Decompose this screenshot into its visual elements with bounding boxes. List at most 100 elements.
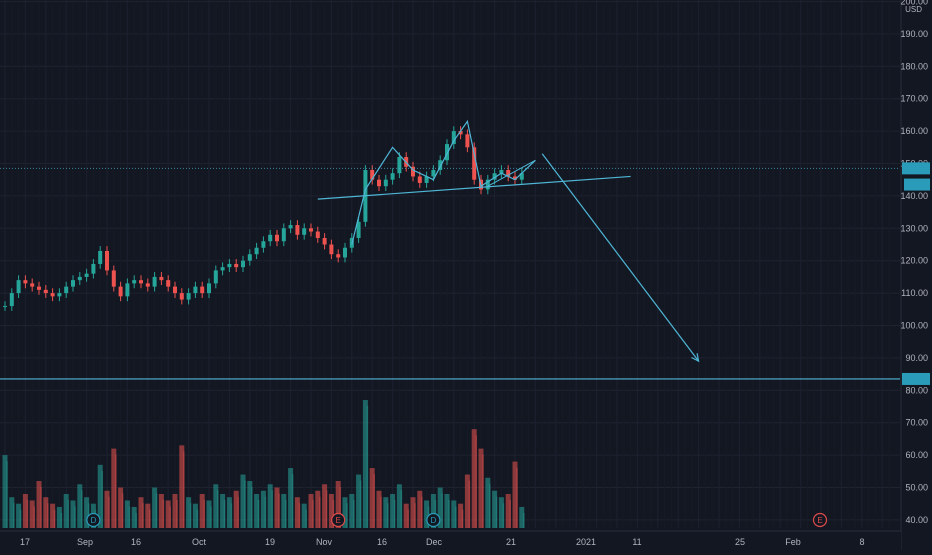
candle-body	[268, 234, 273, 242]
time-tick-label: Sep	[77, 537, 93, 547]
volume-bar	[36, 481, 42, 528]
candle-body	[132, 280, 137, 284]
volume-bar	[33, 506, 35, 528]
price-tick-label: 90.00	[905, 353, 928, 363]
volume-bar	[417, 490, 423, 528]
candle-body	[417, 176, 422, 183]
head-shoulders-zigzag	[351, 119, 536, 245]
event-marker-label: E	[336, 516, 341, 525]
volume-bars	[2, 400, 525, 528]
volume-bar	[461, 509, 464, 528]
volume-bar	[410, 497, 416, 528]
candle-body	[91, 263, 96, 274]
volume-bar	[104, 490, 110, 528]
drawing-layer[interactable]	[0, 119, 900, 380]
volume-bar	[220, 493, 226, 528]
volume-bar	[226, 497, 232, 528]
volume-bar	[298, 503, 301, 528]
candle-body	[193, 286, 198, 294]
volume-bar	[22, 493, 28, 528]
price-tick-label: 70.00	[905, 418, 928, 428]
volume-bar	[155, 493, 158, 528]
volume-bar	[115, 454, 117, 528]
time-tick-label: Oct	[192, 537, 207, 547]
volume-bar	[471, 429, 477, 528]
candle-body	[30, 283, 35, 287]
volume-bar	[403, 503, 409, 528]
time-axis-background	[0, 531, 901, 550]
volume-bar	[455, 506, 457, 528]
volume-bar	[458, 503, 464, 528]
volume-bar	[251, 487, 253, 528]
event-marker-label: D	[91, 516, 97, 525]
volume-bar	[383, 497, 389, 528]
volume-bar	[278, 493, 280, 528]
volume-bar	[260, 490, 266, 528]
volume-bar	[342, 497, 348, 528]
volume-bar	[77, 484, 83, 528]
candle-body	[485, 179, 490, 190]
price-tick-label: 140.00	[900, 191, 928, 201]
candle-body	[179, 293, 184, 300]
grid-lines	[0, 0, 900, 528]
price-tick-label: 190.00	[900, 29, 928, 39]
volume-bar	[60, 512, 63, 528]
event-marker-circle	[812, 512, 828, 528]
candle-body	[247, 254, 252, 261]
volume-bar	[101, 470, 103, 528]
wedge-line	[487, 159, 536, 187]
volume-bar	[285, 499, 287, 528]
volume-bar	[444, 493, 450, 528]
volume-bar	[43, 497, 49, 528]
volume-bar	[502, 503, 505, 528]
candle-body	[77, 276, 82, 281]
volume-bar	[451, 500, 457, 528]
candle-body	[186, 293, 191, 300]
volume-bar	[131, 506, 137, 528]
volume-bar	[441, 493, 443, 528]
volume-bar	[468, 480, 471, 528]
candle-body	[200, 286, 205, 294]
volume-bar	[142, 503, 144, 528]
volume-bar	[271, 490, 273, 528]
volume-bar	[489, 483, 491, 528]
candle-body	[98, 250, 103, 264]
time-axis[interactable]: 17 Sep 16 Oct 19 Nov 16 Dec 21 2021 11 25 Feb 8	[0, 530, 901, 550]
volume-bar	[165, 500, 171, 528]
currency-label: USD	[905, 5, 922, 14]
price-badge-secondary	[904, 178, 930, 191]
volume-bar	[169, 506, 171, 528]
candle-body	[329, 244, 334, 255]
volume-bar	[332, 499, 335, 528]
volume-bar	[359, 480, 362, 528]
volume-bar	[319, 496, 321, 528]
volume-bar	[264, 496, 267, 528]
price-axis[interactable]: 40.00 50.00 60.00 70.00 80.00 90.00 100.00 110.…	[900, 0, 932, 550]
price-tick-label: 130.00	[900, 223, 928, 233]
volume-bar	[97, 464, 103, 528]
volume-bar	[339, 487, 341, 528]
volume-bar	[206, 500, 212, 528]
volume-bar	[179, 445, 185, 528]
candle-body	[431, 169, 436, 177]
volume-bar	[152, 487, 158, 528]
volume-bar	[294, 497, 300, 528]
candle-body	[356, 221, 361, 239]
candle-body	[241, 260, 245, 268]
volume-bar	[53, 509, 56, 528]
volume-bar	[19, 509, 22, 528]
candle-body	[383, 179, 388, 187]
volume-bar	[240, 474, 246, 528]
volume-bar	[81, 490, 83, 528]
candle-body	[234, 263, 239, 268]
candle-body	[315, 231, 320, 239]
candle-body	[295, 225, 300, 235]
candle-body	[71, 280, 75, 287]
volume-bar	[322, 484, 328, 528]
candle-body	[499, 169, 504, 174]
volume-bar	[50, 503, 56, 528]
